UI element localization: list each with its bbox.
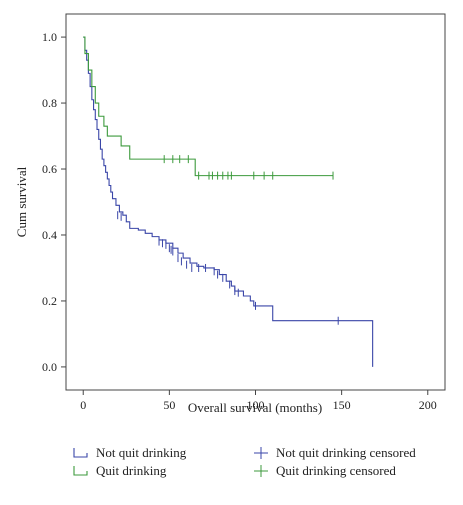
legend-item: Not quit drinking censored — [254, 445, 416, 460]
series-layer — [83, 36, 374, 367]
y-tick-label: 0.4 — [42, 228, 57, 242]
y-tick-label: 0.6 — [42, 162, 57, 176]
x-tick-label: 200 — [419, 398, 437, 412]
legend-item: Quit drinking — [73, 463, 167, 478]
x-tick-label: 0 — [80, 398, 86, 412]
x-tick-label: 150 — [333, 398, 351, 412]
x-tick-label: 50 — [163, 398, 175, 412]
legend-label: Quit drinking censored — [276, 463, 396, 478]
series-line-not-quit-drinking — [83, 36, 374, 367]
x-tick-label: 100 — [247, 398, 265, 412]
legend-step-symbol — [73, 466, 88, 476]
y-axis: 0.0 0.2 0.4 0.6 0.8 1.0 — [42, 30, 66, 374]
y-tick-label: 1.0 — [42, 30, 57, 44]
legend-item: Not quit drinking — [73, 445, 187, 460]
x-axis: 0 50 100 150 200 — [80, 390, 437, 412]
y-tick-label: 0.0 — [42, 360, 57, 374]
legend-label: Not quit drinking censored — [276, 445, 416, 460]
legend: Not quit drinking Quit drinking Not quit d… — [73, 445, 416, 478]
y-axis-title: Cum survival — [14, 166, 29, 237]
legend-item: Quit drinking censored — [254, 463, 396, 478]
plot-frame — [65, 13, 446, 391]
legend-label: Not quit drinking — [96, 445, 187, 460]
series-line-quit-drinking — [83, 36, 334, 177]
legend-label: Quit drinking — [96, 463, 167, 478]
x-axis-title: Overall survival (months) — [188, 400, 322, 415]
legend-step-symbol — [73, 448, 88, 458]
y-tick-label: 0.8 — [42, 96, 57, 110]
y-tick-label: 0.2 — [42, 294, 57, 308]
